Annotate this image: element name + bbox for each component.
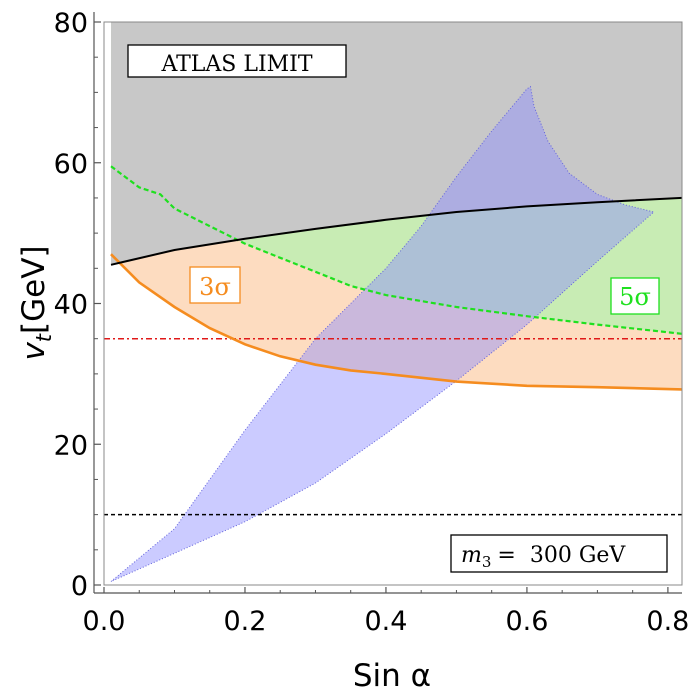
plot-frame [103, 21, 683, 586]
x-axis-title: Sin α [353, 658, 431, 694]
mass-label: m3 = 300 GeV [450, 534, 668, 573]
allowed-region-fill [110, 85, 655, 582]
y-axis-subscript: t [32, 333, 56, 342]
sigma3-label: 3σ [189, 266, 241, 304]
y-tick-label: 80 [54, 8, 88, 39]
x-tick-label: 0.8 [646, 606, 689, 637]
y-tick-label: 0 [71, 571, 88, 602]
x-tick-label: 0.2 [223, 606, 266, 637]
mass-symbol: m [461, 543, 482, 568]
y-tick-label: 40 [54, 290, 88, 321]
svg-text:m3= 300 GeV: m3 = 300 GeV [461, 543, 626, 571]
sigma3-text: 3σ [199, 273, 231, 301]
y-tick-label: 20 [54, 430, 88, 461]
y-axis-symbol: v [16, 342, 52, 361]
atlas-limit-text: ATLAS LIMIT [160, 52, 312, 77]
y-axis-title: vt[GeV] [16, 245, 56, 360]
atlas-limit-label: ATLAS LIMIT [127, 44, 347, 78]
y-tick-label: 60 [54, 149, 88, 180]
sigma5-label: 5σ [610, 277, 660, 315]
atlas-excluded-overlay [111, 22, 682, 265]
x-tick-label: 0.4 [364, 606, 407, 637]
y-axis-unit: [GeV] [16, 245, 52, 334]
sigma3-curve [110, 253, 682, 391]
sigma5-curve [110, 165, 682, 335]
atlas-limit-curve [110, 196, 682, 266]
mass-value: = 300 GeV [497, 543, 626, 568]
x-tick-label: 0.0 [83, 606, 126, 637]
sigma5-text: 5σ [619, 283, 651, 311]
mass-subscript: 3 [482, 553, 492, 571]
x-tick-label: 0.6 [505, 606, 548, 637]
